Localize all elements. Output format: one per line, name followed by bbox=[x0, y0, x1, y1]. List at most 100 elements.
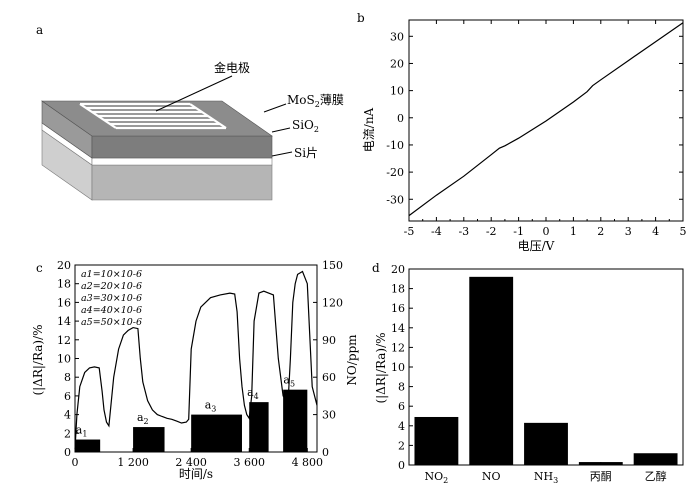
panel-c-ytick-left-label: 20 bbox=[57, 259, 71, 272]
panel-c-bar-label: a4 bbox=[247, 386, 259, 401]
label-sio2: SiO2 bbox=[292, 118, 319, 134]
panel-c-ytick-left-label: 18 bbox=[57, 278, 71, 291]
panel-d-ytick-label: 0 bbox=[398, 459, 405, 472]
panel-c-bar-label: a3 bbox=[205, 399, 217, 414]
panel-b-ytick-label: -10 bbox=[386, 139, 404, 152]
panel-c-ytick-left-label: 12 bbox=[57, 334, 71, 347]
panel-c-letter: c bbox=[36, 261, 43, 275]
panel-d-ytick-label: 20 bbox=[391, 263, 405, 276]
panel-c-ytick-left-label: 10 bbox=[57, 353, 71, 366]
panel-d-ytick-label: 6 bbox=[398, 400, 405, 413]
si-wafer-side bbox=[91, 164, 273, 201]
panel-d-bar bbox=[633, 453, 678, 465]
panel-c-bar-label: a2 bbox=[137, 411, 149, 426]
panel-b-xtick-label: 5 bbox=[680, 225, 687, 238]
panel-c-no-bar bbox=[75, 439, 101, 452]
panel-c-response-curve bbox=[74, 270, 318, 450]
panel-c-no-bar bbox=[133, 427, 165, 452]
label-gold-electrode: 金电极 bbox=[214, 60, 250, 75]
panel-c-bar-label: a1 bbox=[76, 424, 88, 439]
panel-c-xlabel: 时间/s bbox=[179, 467, 213, 481]
panel-c-legend-entry: a1=10×10-6 bbox=[81, 269, 142, 280]
panel-c-no-bar bbox=[249, 402, 269, 452]
panel-b-ytick-label: 20 bbox=[390, 57, 404, 70]
mos2-film-side bbox=[91, 135, 273, 159]
panel-b-xlabel: 电压/V bbox=[518, 239, 555, 253]
panel-c-ytick-right-label: 90 bbox=[322, 334, 336, 347]
panel-d-category-label: NO bbox=[482, 470, 501, 483]
panel-c-ytick-right-label: 60 bbox=[322, 371, 336, 384]
panel-c-ytick-left-label: 14 bbox=[57, 315, 71, 328]
panel-b: b 电压/V 电流/nA -5 -4 -3 -2 -1 0 1 2 3 4 5-30-20-1001… bbox=[357, 11, 687, 253]
panel-b-xtick-label: -2 bbox=[486, 225, 497, 238]
panel-d-letter: d bbox=[372, 261, 380, 275]
panel-b-xtick-label: -3 bbox=[458, 225, 469, 238]
panel-d-ylabel: (|ΔR|/Ra)/% bbox=[374, 332, 388, 403]
panel-c-legend-entry: a5=50×10-6 bbox=[81, 317, 142, 328]
panel-b-ytick-label: -20 bbox=[386, 166, 404, 179]
panel-b-ytick-label: 0 bbox=[397, 112, 404, 125]
panel-c-ytick-right-label: 30 bbox=[322, 409, 336, 422]
panel-c-ytick-right-label: 0 bbox=[322, 446, 329, 459]
panel-b-xtick-label: -4 bbox=[431, 225, 442, 238]
panel-d-ytick-label: 12 bbox=[391, 341, 405, 354]
panel-d-bar bbox=[414, 416, 459, 465]
panel-c-ylabel-right: NO/ppm bbox=[345, 334, 359, 386]
panel-d-ytick-label: 8 bbox=[398, 381, 405, 394]
panel-d-category-label: 丙酮 bbox=[590, 470, 612, 483]
panel-d-category-label: NO2 bbox=[425, 470, 449, 485]
panel-d-ytick-label: 16 bbox=[391, 302, 405, 315]
panel-b-xtick-label: 2 bbox=[597, 225, 604, 238]
panel-c-ytick-right-label: 120 bbox=[322, 296, 343, 309]
panel-c-xtick-label: 0 bbox=[72, 456, 79, 469]
panel-b-xtick-label: 0 bbox=[543, 225, 550, 238]
label-mos2-film: MoS2薄膜 bbox=[287, 92, 344, 109]
panel-c-xtick-label: 2 400 bbox=[175, 456, 207, 469]
panel-d-category-label: NH3 bbox=[534, 470, 558, 485]
panel-c-ytick-left-label: 8 bbox=[64, 371, 71, 384]
panel-b-ytick-label: 10 bbox=[390, 85, 404, 98]
panel-c-xtick-label: 3 600 bbox=[233, 456, 265, 469]
sio2-layer-side bbox=[91, 157, 273, 166]
panel-d-ytick-label: 4 bbox=[398, 420, 405, 433]
panel-c-no-bar bbox=[283, 389, 308, 452]
panel-b-ytick-label: 30 bbox=[390, 30, 404, 43]
panel-d-bar bbox=[469, 276, 514, 465]
panel-c-ylabel-left: (|ΔR|/Ra)/% bbox=[31, 324, 45, 395]
panel-b-xtick-label: 1 bbox=[570, 225, 577, 238]
panel-b-letter: b bbox=[357, 11, 365, 25]
gold-electrode bbox=[79, 102, 227, 130]
panel-a: a 金电极 MoS2薄膜 bbox=[36, 23, 344, 201]
panel-c-no-bar bbox=[191, 414, 242, 452]
panel-c-ytick-left-label: 0 bbox=[64, 446, 71, 459]
panel-c-ytick-left-label: 6 bbox=[64, 390, 71, 403]
panel-c-ytick-left-label: 4 bbox=[64, 409, 71, 422]
panel-c-legend-entry: a4=40×10-6 bbox=[81, 305, 142, 316]
panel-a-letter: a bbox=[36, 23, 43, 37]
panel-b-ylabel: 电流/nA bbox=[362, 107, 376, 152]
panel-d: d (|ΔR|/Ra)/% 0 2 4 6 8 10 12 14 16 18 20 NO2 NO NH3 丙… bbox=[372, 261, 684, 485]
panel-d-ytick-label: 18 bbox=[391, 283, 405, 296]
panel-c-ytick-left-label: 2 bbox=[64, 427, 71, 440]
panel-c-xtick-label: 4 800 bbox=[292, 456, 324, 469]
panel-d-ytick-label: 10 bbox=[391, 361, 405, 374]
panel-a-leaders bbox=[155, 75, 293, 157]
panel-c-ytick-right-label: 150 bbox=[322, 259, 343, 272]
panel-d-bar bbox=[524, 422, 568, 465]
panel-c-xtick-label: 1 200 bbox=[117, 456, 149, 469]
panel-c-bar-label: a5 bbox=[283, 374, 295, 389]
panel-b-xtick-label: -1 bbox=[513, 225, 524, 238]
panel-c-legend-entry: a2=20×10-6 bbox=[81, 281, 142, 292]
panel-b-iv-curve bbox=[408, 22, 684, 217]
panel-b-ytick-label: -30 bbox=[386, 193, 404, 206]
panel-b-xtick-label: 3 bbox=[625, 225, 632, 238]
panel-c-legend-entry: a3=30×10-6 bbox=[81, 293, 142, 304]
panel-c-ytick-left-label: 16 bbox=[57, 296, 71, 309]
panel-b-xtick-label: -5 bbox=[404, 225, 415, 238]
panel-b-xtick-label: 4 bbox=[652, 225, 659, 238]
panel-d-ytick-label: 2 bbox=[398, 439, 405, 452]
label-si-wafer: Si片 bbox=[294, 146, 318, 160]
panel-d-category-label: 乙醇 bbox=[645, 469, 667, 483]
